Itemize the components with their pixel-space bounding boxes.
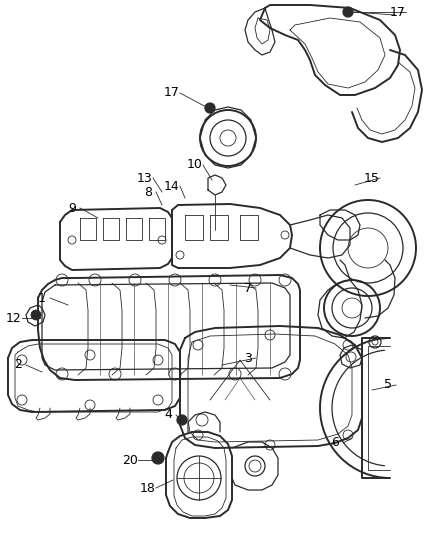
Text: 8: 8 <box>144 185 152 198</box>
Text: 15: 15 <box>364 172 380 184</box>
Text: 6: 6 <box>331 437 339 449</box>
Text: 5: 5 <box>384 378 392 392</box>
Text: 17: 17 <box>164 86 180 100</box>
Text: 18: 18 <box>140 481 156 495</box>
Text: 20: 20 <box>122 454 138 466</box>
Circle shape <box>205 103 215 113</box>
Text: 9: 9 <box>68 201 76 214</box>
Circle shape <box>152 452 164 464</box>
Text: 2: 2 <box>14 359 22 372</box>
Circle shape <box>177 415 187 425</box>
Circle shape <box>31 310 41 320</box>
Text: 14: 14 <box>164 180 180 192</box>
Text: 13: 13 <box>137 172 153 184</box>
Circle shape <box>343 7 353 17</box>
Text: 12: 12 <box>6 311 22 325</box>
Text: 10: 10 <box>187 158 203 172</box>
Text: 4: 4 <box>164 408 172 422</box>
Text: 7: 7 <box>244 281 252 295</box>
Text: 1: 1 <box>38 292 46 304</box>
Text: 3: 3 <box>244 351 252 365</box>
Text: 17: 17 <box>390 5 406 19</box>
